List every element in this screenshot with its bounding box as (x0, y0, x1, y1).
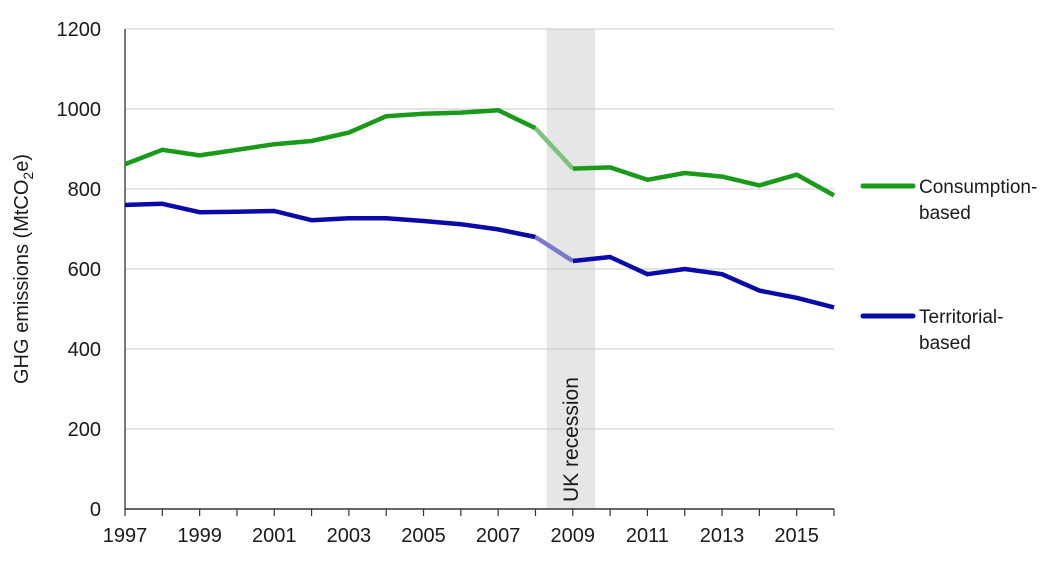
x-tick-label-1999: 1999 (177, 525, 222, 547)
series-0-line-pre (124, 107, 537, 167)
legend: Consumption-based Territorial-based (860, 177, 1037, 354)
x-tick-label-2007: 2007 (476, 525, 521, 547)
series-lines (124, 107, 836, 310)
y-tick-label-0: 0 (90, 499, 101, 521)
x-tick-label-1997: 1997 (103, 525, 148, 547)
x-tick-label-2003: 2003 (327, 525, 372, 547)
x-tick-label-2011: 2011 (626, 525, 669, 547)
y-tick-label-1000: 1000 (57, 99, 102, 121)
series-1-line-recession (534, 235, 575, 263)
legend-label-0-0: Consumption- (919, 177, 1037, 198)
legend-label-0-1: based (919, 203, 971, 224)
recession-label: UK recession (560, 377, 583, 502)
y-tick-label-400: 400 (68, 339, 101, 361)
y-tick-label-600: 600 (68, 259, 101, 281)
axes: 0 200 400 600 800 1000 1200 1997 1999 2001 2003 200… (57, 19, 835, 547)
y-tick-label-800: 800 (68, 179, 101, 201)
x-tick-label-2001: 2001 (252, 525, 297, 547)
y-tick-label-1200: 1200 (57, 19, 102, 41)
gridlines (125, 28, 834, 430)
legend-label-1-1: based (919, 333, 971, 354)
legend-label-1-0: Territorial- (919, 307, 1003, 328)
x-tick-label-2009: 2009 (551, 525, 596, 547)
x-tick-label-2013: 2013 (700, 525, 745, 547)
y-tick-label-200: 200 (68, 419, 101, 441)
series-1-line-post (572, 254, 835, 310)
series-0-line-recession (533, 126, 575, 171)
series-1-line-pre (124, 201, 536, 240)
x-tick-label-2015: 2015 (774, 525, 819, 547)
x-tick-label-2005: 2005 (401, 525, 446, 547)
series-0-line-post (572, 165, 836, 198)
y-axis-label: GHG emissions (MtCO2e) (11, 154, 36, 384)
